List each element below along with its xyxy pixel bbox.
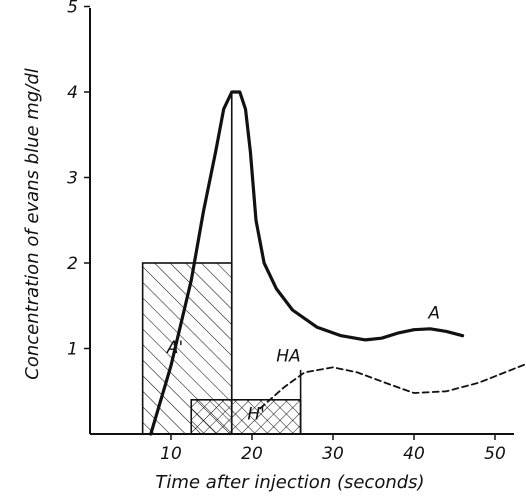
y-tick-label-0: 1 (67, 340, 78, 360)
annotation-2: HA (276, 346, 300, 366)
x-tick-label-0: 10 (160, 444, 182, 464)
x-tick-label-3: 40 (403, 444, 425, 464)
hatched-rect-1 (190, 398, 302, 435)
reference-lines (230, 92, 302, 434)
x-tick-label-1: 20 (241, 444, 263, 464)
x-tick-label-4: 50 (484, 444, 506, 464)
y-axis-title: Concentration of evans blue mg/dl (22, 68, 43, 379)
y-tick-label-1: 2 (67, 254, 78, 274)
ticks: 1020304050607012345 (67, 0, 506, 464)
series-lines (149, 90, 526, 436)
annotation-1: A' (166, 338, 183, 358)
x-axis-title: Time after injection (seconds) (155, 472, 424, 493)
y-tick-label-3: 4 (67, 83, 78, 103)
series-line-0 (149, 90, 465, 436)
series-line-1 (259, 363, 526, 410)
y-tick-label-4: 5 (67, 0, 78, 18)
x-tick-label-2: 30 (322, 444, 344, 464)
annotations: AA'HAH'PVH (166, 304, 440, 425)
y-tick-label-2: 3 (67, 169, 78, 189)
annotation-3: H' (247, 404, 264, 424)
annotation-0: A (427, 304, 440, 324)
